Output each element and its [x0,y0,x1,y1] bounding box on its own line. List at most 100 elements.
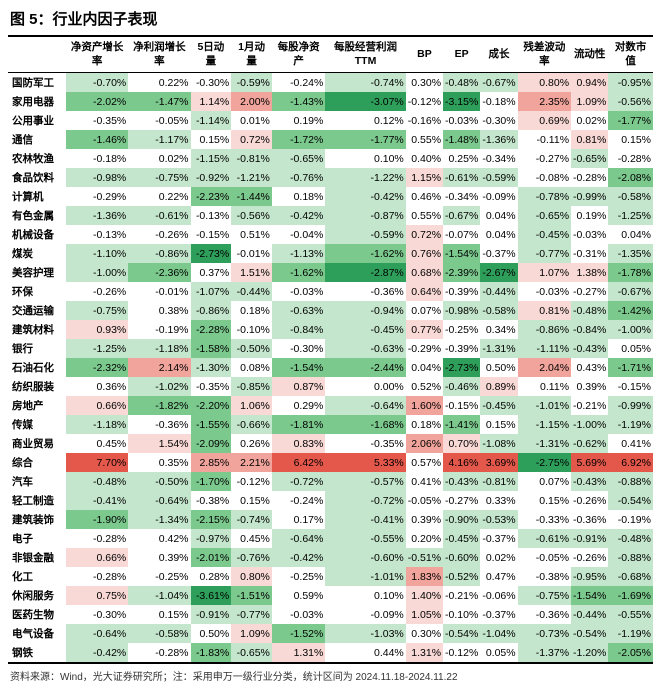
data-cell: -0.66% [231,415,272,434]
data-cell: -0.36% [571,510,608,529]
data-cell: -0.67% [608,282,653,301]
data-cell: 0.26% [231,434,272,453]
data-cell: 5.33% [325,453,405,472]
data-cell: -0.59% [231,73,272,93]
data-cell: -1.37% [518,643,571,663]
data-cell: -0.98% [66,168,128,187]
data-cell: -0.76% [272,168,325,187]
data-cell: 0.18% [272,187,325,206]
row-label: 综合 [8,453,66,472]
row-label: 石油石化 [8,358,66,377]
data-cell: 0.50% [480,358,517,377]
data-cell: -0.10% [231,320,272,339]
column-header: 流动性 [571,36,608,73]
data-cell: -0.56% [608,92,653,111]
data-cell: -0.24% [272,73,325,93]
data-cell: -0.34% [443,187,480,206]
data-cell: -0.35% [191,377,232,396]
data-cell: -0.25% [272,567,325,586]
data-cell: -0.36% [325,282,405,301]
column-header: 每股经营利润TTM [325,36,405,73]
data-cell: -0.50% [231,339,272,358]
data-cell: -0.42% [66,643,128,663]
row-label: 国防军工 [8,73,66,93]
data-cell: 0.15% [191,130,232,149]
data-cell: -0.30% [66,605,128,624]
data-cell: -0.60% [325,548,405,567]
data-cell: -0.15% [443,396,480,415]
data-cell: -0.15% [608,377,653,396]
data-cell: -0.16% [406,111,443,130]
header-empty [8,36,66,73]
data-cell: -2.67% [480,263,517,282]
data-cell: -1.43% [272,92,325,111]
data-cell: 0.15% [518,491,571,510]
data-cell: -0.25% [128,567,190,586]
data-cell: -0.55% [325,529,405,548]
data-cell: 0.15% [608,130,653,149]
data-cell: 0.52% [406,377,443,396]
table-row: 有色金属-1.36%-0.61%-0.13%-0.56%-0.42%-0.87%… [8,206,653,225]
data-cell: -0.26% [571,491,608,510]
table-row: 电气设备-0.64%-0.58%0.50%1.09%-1.52%-1.03%0.… [8,624,653,643]
table-row: 公用事业-0.35%-0.05%-1.14%0.01%0.19%0.12%-0.… [8,111,653,130]
table-row: 环保-0.26%-0.01%-1.07%-0.44%-0.03%-0.36%0.… [8,282,653,301]
data-cell: 0.18% [231,301,272,320]
data-cell: -0.31% [571,244,608,263]
data-cell: -0.65% [231,643,272,663]
data-cell: -2.87% [325,263,405,282]
data-cell: 0.22% [128,73,190,93]
data-cell: 0.87% [272,377,325,396]
data-cell: -0.60% [443,548,480,567]
data-cell: -1.25% [608,206,653,225]
data-cell: -1.35% [608,244,653,263]
data-cell: -0.77% [518,244,571,263]
data-cell: -0.45% [443,529,480,548]
data-cell: 3.69% [480,453,517,472]
table-row: 纺织服装0.36%-1.02%-0.35%-0.85%0.87%0.00%0.5… [8,377,653,396]
data-cell: -2.39% [443,263,480,282]
data-cell: 0.72% [406,225,443,244]
data-cell: -2.75% [518,453,571,472]
chart-title: 图 5：行业内因子表现 [0,0,661,35]
data-cell: -1.42% [608,301,653,320]
data-cell: 1.14% [191,92,232,111]
table-row: 商业贸易0.45%1.54%-2.09%0.26%0.83%-0.35%2.06… [8,434,653,453]
row-label: 化工 [8,567,66,586]
data-cell: 2.21% [231,453,272,472]
data-cell: 0.25% [443,149,480,168]
table-row: 传媒-1.18%-0.36%-1.55%-0.66%-1.81%-1.68%0.… [8,415,653,434]
data-cell: 1.40% [406,586,443,605]
table-row: 房地产0.66%-1.82%-2.20%1.06%0.29%-0.64%1.60… [8,396,653,415]
data-cell: -0.04% [272,225,325,244]
data-cell: -1.18% [128,339,190,358]
data-cell: -0.42% [272,548,325,567]
data-cell: -0.48% [443,73,480,93]
data-cell: 1.38% [571,263,608,282]
row-label: 美容护理 [8,263,66,282]
data-cell: 2.14% [128,358,190,377]
data-cell: -1.72% [272,130,325,149]
data-cell: -2.28% [191,320,232,339]
data-cell: 0.38% [128,301,190,320]
data-cell: 0.81% [518,301,571,320]
data-cell: -0.48% [608,529,653,548]
data-cell: 0.04% [406,358,443,377]
data-cell: -2.32% [66,358,128,377]
data-cell: -0.13% [66,225,128,244]
data-cell: 0.76% [406,244,443,263]
data-cell: -1.77% [325,130,405,149]
data-cell: -2.20% [191,396,232,415]
data-cell: -0.37% [480,605,517,624]
data-cell: -0.61% [443,168,480,187]
data-cell: -1.25% [66,339,128,358]
data-cell: -1.41% [443,415,480,434]
table-row: 汽车-0.48%-0.50%-1.70%-0.12%-0.72%-0.57%0.… [8,472,653,491]
data-cell: -2.36% [128,263,190,282]
table-row: 综合7.70%0.35%2.85%2.21%6.42%5.33%0.57%4.1… [8,453,653,472]
table-row: 计算机-0.29%0.22%-2.23%-1.44%0.18%-0.42%0.4… [8,187,653,206]
data-cell: -0.85% [231,377,272,396]
data-cell: -0.58% [480,301,517,320]
data-cell: -0.54% [608,491,653,510]
data-cell: -1.30% [191,358,232,377]
